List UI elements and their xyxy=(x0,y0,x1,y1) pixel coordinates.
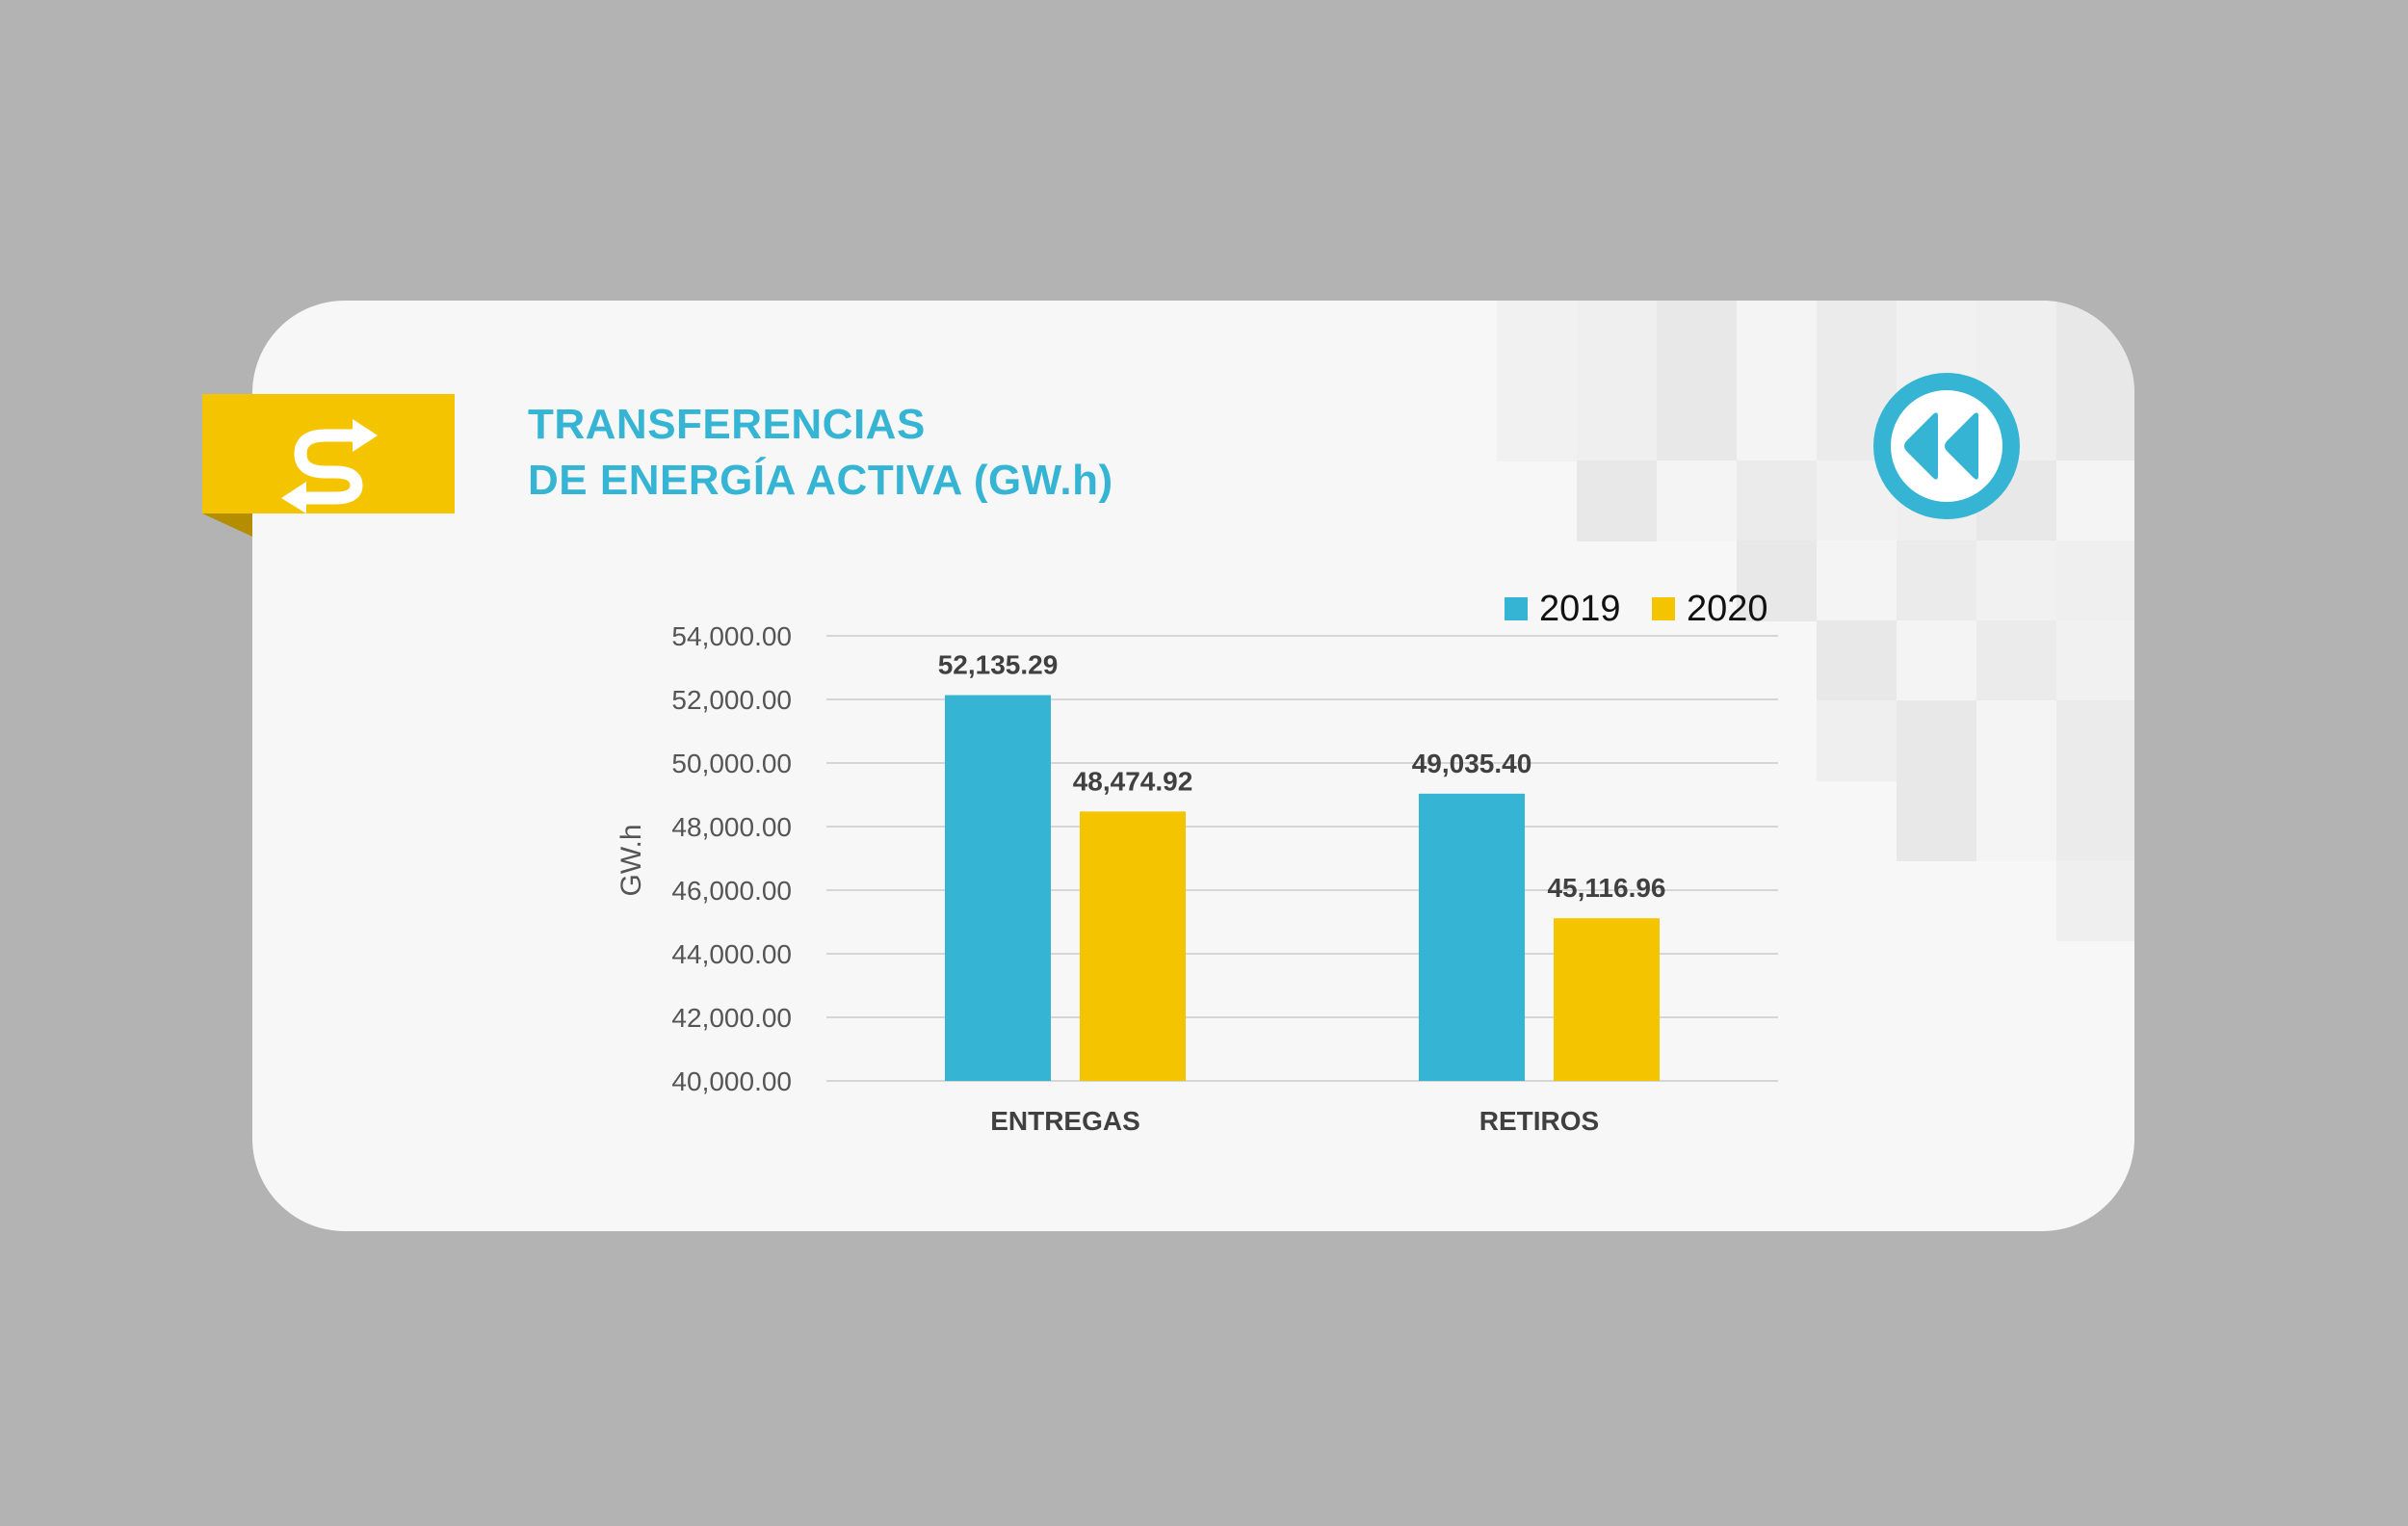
swap-arrows-icon xyxy=(281,419,378,513)
background-tile xyxy=(2056,460,2134,541)
y-tick-label: 48,000.00 xyxy=(671,812,792,842)
background-tile xyxy=(1976,780,2057,861)
background-tile xyxy=(1817,700,1898,781)
data-label: 48,474.92 xyxy=(1073,766,1193,796)
legend: 2019 2020 xyxy=(1505,589,1768,629)
legend-label: 2020 xyxy=(1687,589,1768,629)
bar-2020-entregas xyxy=(1080,811,1186,1081)
background-tile xyxy=(1737,301,1818,382)
background-tile xyxy=(1897,700,1977,781)
background-tile xyxy=(1976,620,2057,701)
y-tick-label: 54,000.00 xyxy=(671,621,792,651)
background-tile xyxy=(2056,620,2134,701)
background-tile xyxy=(1657,460,1738,541)
y-axis-ticks: 40,000.00 42,000.00 44,000.00 46,000.00 48,0… xyxy=(671,621,792,1096)
y-tick-label: 46,000.00 xyxy=(671,876,792,906)
bars xyxy=(945,695,1660,1081)
title-ribbon xyxy=(202,394,455,513)
background-tile xyxy=(1817,620,1898,701)
background-tile xyxy=(2056,780,2134,861)
background-tile xyxy=(1577,301,1658,382)
y-tick-label: 44,000.00 xyxy=(671,939,792,969)
background-tile xyxy=(1737,381,1818,461)
data-label: 49,035.40 xyxy=(1412,749,1532,778)
background-tile xyxy=(1577,460,1658,541)
background-tile xyxy=(2056,540,2134,621)
title-line-2: DE ENERGÍA ACTIVA (GW.h) xyxy=(528,457,1113,504)
background-tile xyxy=(2056,700,2134,781)
background-tile xyxy=(1897,780,1977,861)
background-tile xyxy=(1737,540,1818,621)
background-tile xyxy=(1817,540,1898,621)
chart-card xyxy=(252,301,2134,1231)
background-tile xyxy=(1817,301,1898,382)
data-label: 45,116.96 xyxy=(1547,873,1665,903)
background-tile xyxy=(2056,860,2134,941)
x-category-label: ENTREGAS xyxy=(990,1106,1140,1136)
background-tile xyxy=(1976,301,2057,382)
background-tile xyxy=(1497,381,1578,461)
x-axis-categories: ENTREGAS RETIROS xyxy=(990,1106,1599,1136)
background-tile xyxy=(1657,301,1738,382)
bar-2020-retiros xyxy=(1554,918,1660,1081)
data-labels: 52,135.29 48,474.92 49,035.40 45,116.96 xyxy=(938,650,1666,904)
title-line-1: TRANSFERENCIAS xyxy=(528,401,926,448)
tile-pattern-background xyxy=(252,301,2134,1231)
background-tile xyxy=(2056,381,2134,461)
y-tick-label: 40,000.00 xyxy=(671,1066,792,1096)
y-tick-label: 52,000.00 xyxy=(671,685,792,715)
background-tile xyxy=(2056,301,2134,382)
legend-label: 2019 xyxy=(1539,589,1621,629)
ribbon-fold xyxy=(202,513,252,537)
bar-2019-entregas xyxy=(945,695,1051,1081)
background-tile xyxy=(1577,381,1658,461)
background-tile xyxy=(1976,700,2057,781)
back-button[interactable] xyxy=(1867,366,2027,526)
x-category-label: RETIROS xyxy=(1479,1106,1599,1136)
y-axis-label: GW.h xyxy=(615,824,647,896)
background-tile xyxy=(1737,460,1818,541)
background-tile xyxy=(1497,301,1578,382)
bar-2019-retiros xyxy=(1419,793,1525,1081)
background-tile xyxy=(1897,540,1977,621)
rewind-icon xyxy=(1873,373,2020,519)
y-tick-label: 50,000.00 xyxy=(671,749,792,778)
background-tile xyxy=(1657,381,1738,461)
page-title: TRANSFERENCIAS DE ENERGÍA ACTIVA (GW.h) xyxy=(528,397,1113,509)
background-tile xyxy=(1976,540,2057,621)
background-tile xyxy=(1897,301,1977,382)
y-tick-label: 42,000.00 xyxy=(671,1003,792,1033)
legend-swatch xyxy=(1505,597,1528,620)
background-tile xyxy=(1897,620,1977,701)
data-label: 52,135.29 xyxy=(938,650,1059,680)
legend-swatch xyxy=(1652,597,1675,620)
